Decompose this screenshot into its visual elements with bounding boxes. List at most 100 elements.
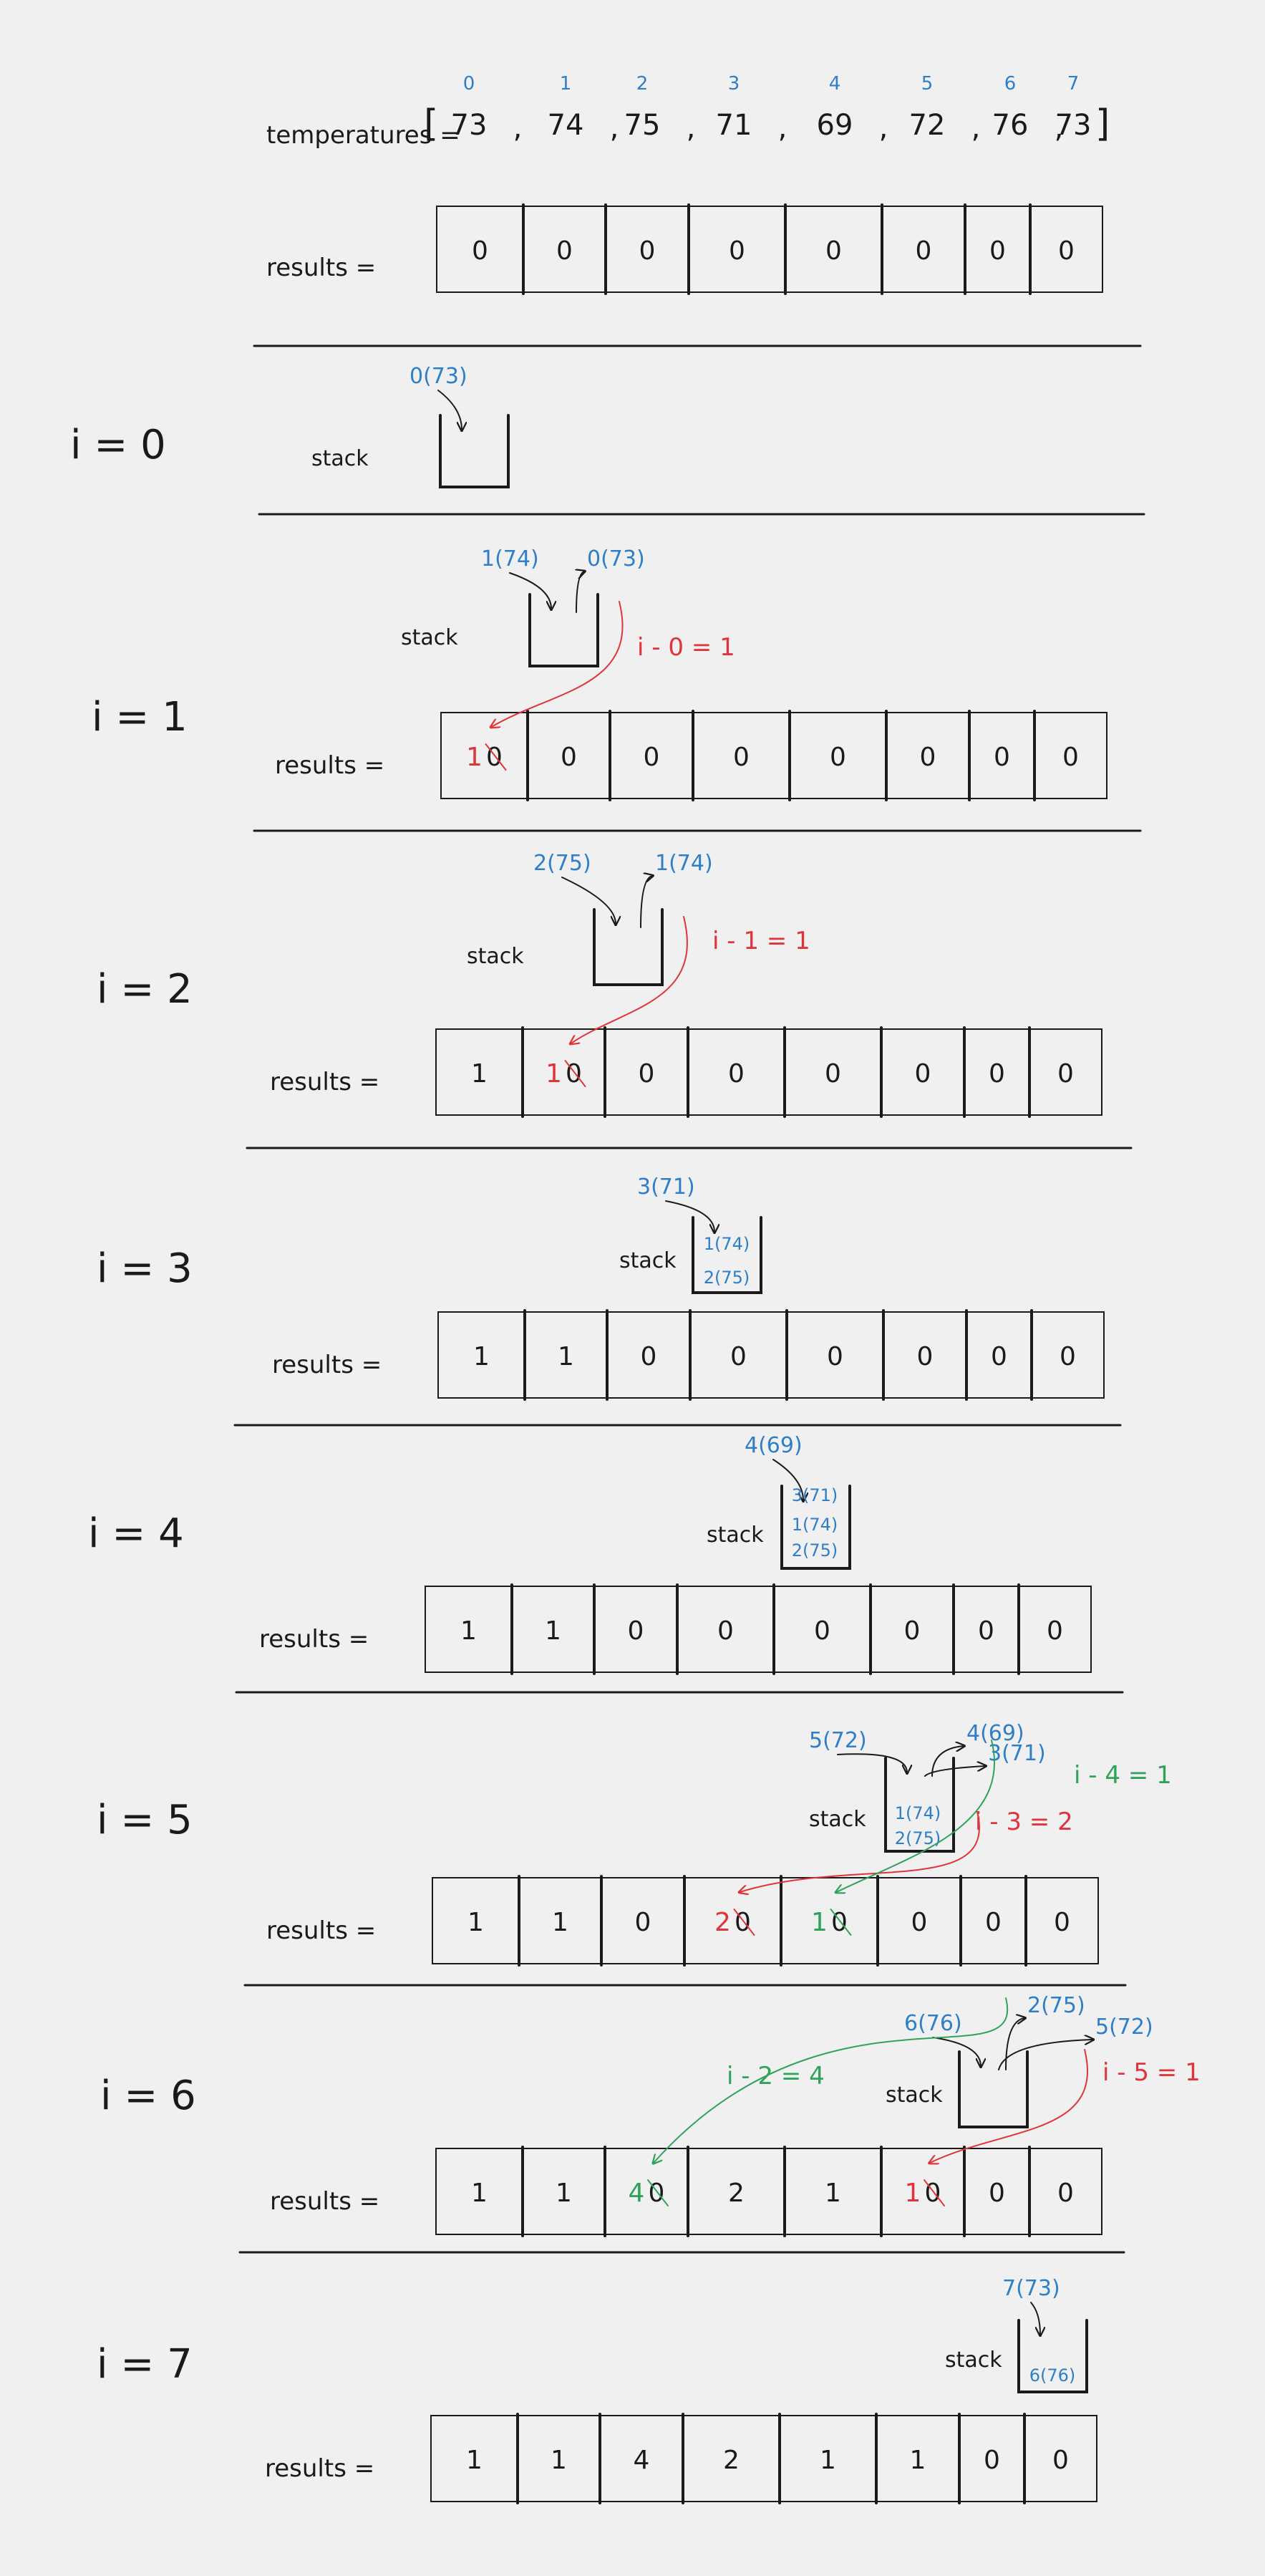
results-label: results =: [272, 1351, 382, 1379]
stack-content: 3(71): [792, 1485, 838, 1505]
result-cell-value: 0: [641, 1342, 657, 1371]
temperature-comma: ,: [971, 112, 981, 145]
results-label: results =: [266, 1916, 376, 1945]
result-cell-value: 1: [820, 2446, 836, 2475]
pushed-element: 7(73): [1002, 2276, 1060, 2301]
result-cell-value: 1: [556, 2179, 572, 2208]
stack-bucket: [780, 1485, 851, 1570]
temperatures-open-bracket: [: [424, 102, 438, 145]
stack-content: 1(74): [895, 1803, 941, 1823]
temperatures-close-bracket: ]: [1095, 102, 1110, 145]
strike-mark: [830, 1909, 852, 1936]
push-arrow: [665, 1200, 714, 1232]
results-label: results =: [265, 2454, 374, 2483]
result-cell-value: 4: [634, 2446, 650, 2475]
stack-label: stack: [886, 2083, 943, 2108]
temperature-comma: ,: [687, 112, 696, 145]
result-cell-value: 0: [644, 743, 660, 772]
update-arrow: [740, 1811, 980, 1892]
popped-element: 2(75): [1027, 1993, 1085, 2018]
popped-element: 1(74): [655, 851, 713, 876]
result-cell-value: 0: [827, 1342, 843, 1371]
pushed-element: 0(73): [409, 364, 467, 389]
popped-element: 5(72): [1095, 2015, 1153, 2040]
result-cell-value: 0: [916, 236, 932, 266]
pushed-element: 4(69): [745, 1433, 803, 1458]
computation-note: i - 2 = 4: [727, 2062, 825, 2090]
stack-bucket: [692, 1216, 762, 1294]
stack-content: 1(74): [704, 1234, 750, 1254]
result-cell-value: 1: [545, 1616, 561, 1646]
pushed-element: 1(74): [481, 546, 539, 571]
result-cell-value: 1: [905, 2179, 921, 2208]
result-cell-value: 0: [1057, 1059, 1074, 1089]
update-arrow: [837, 1740, 996, 1892]
popped-element: 0(73): [587, 546, 645, 571]
step-index-label: i = 4: [88, 1510, 184, 1557]
stack-label: stack: [311, 446, 369, 471]
initial-results-frame: [436, 206, 1103, 293]
strike-mark: [485, 743, 507, 771]
stack-content: 2(75): [704, 1268, 750, 1288]
result-cell-value: 0: [1060, 1342, 1076, 1371]
result-cell-value: 1: [466, 2446, 483, 2475]
result-cell-value: 1: [460, 1616, 477, 1646]
result-cell-value: 2: [714, 1908, 731, 1937]
stack-label: stack: [619, 1248, 677, 1273]
pop-arrow: [998, 2040, 1092, 2070]
results-label: results =: [275, 751, 384, 780]
result-cell-value: 1: [825, 2179, 841, 2208]
result-cell-value: 0: [472, 236, 488, 266]
stack-bucket: [958, 2050, 1029, 2128]
result-cell-value: 0: [985, 1908, 1002, 1937]
result-cell-value: 0: [639, 236, 656, 266]
step-index-label: i = 6: [100, 2073, 196, 2119]
pushed-element: 3(71): [637, 1174, 695, 1200]
temperature-index: 1: [560, 73, 572, 95]
temperature-value: 72: [909, 109, 946, 142]
stack-bucket: [884, 1757, 955, 1853]
pushed-element: 2(75): [533, 851, 591, 876]
result-cell-value: 1: [551, 2446, 567, 2475]
stack-bucket: [1017, 2319, 1088, 2393]
temperature-index: 7: [1067, 73, 1080, 95]
stack-bucket: [593, 908, 664, 986]
result-cell-value: 0: [1052, 2446, 1069, 2475]
result-cell-value: 0: [984, 2446, 1000, 2475]
results-row-frame: [425, 1586, 1092, 1673]
pop-arrow: [576, 571, 584, 613]
result-cell-value: 1: [471, 2179, 488, 2208]
step-index-label: i = 0: [70, 422, 166, 468]
result-cell-value: 0: [1057, 2179, 1074, 2208]
stack-bucket: [439, 414, 510, 488]
result-cell-value: 1: [471, 1059, 488, 1089]
results-label: results =: [270, 2187, 379, 2216]
results-row-frame: [430, 2415, 1097, 2502]
stack-content: 2(75): [792, 1540, 838, 1560]
pop-arrow: [640, 876, 652, 928]
update-arrow: [492, 601, 624, 727]
result-cell-value: 0: [915, 1059, 931, 1089]
popped-element: 3(71): [988, 1741, 1046, 1766]
push-arrow: [561, 877, 616, 924]
stack-label: stack: [945, 2348, 1002, 2373]
results-label: results =: [270, 1068, 379, 1096]
result-cell-value: 2: [723, 2446, 740, 2475]
result-cell-value: 0: [717, 1616, 734, 1646]
computation-note: i - 5 = 1: [1102, 2058, 1201, 2087]
result-cell-value: 1: [546, 1059, 562, 1089]
pop-arrow: [931, 1746, 964, 1777]
popped-element: 4(69): [966, 1721, 1024, 1746]
temperature-index: 3: [728, 73, 740, 95]
computation-note: i - 1 = 1: [712, 927, 810, 955]
strike-mark: [647, 2179, 669, 2206]
strike-mark: [924, 2179, 945, 2206]
step-index-label: i = 5: [97, 1797, 193, 1843]
results-label: results =: [266, 254, 376, 282]
computation-note: i - 3 = 2: [975, 1808, 1073, 1836]
temperature-value: 74: [548, 109, 584, 142]
temperature-value: 71: [716, 109, 752, 142]
push-arrow: [772, 1459, 803, 1500]
result-cell-value: 0: [635, 1908, 651, 1937]
